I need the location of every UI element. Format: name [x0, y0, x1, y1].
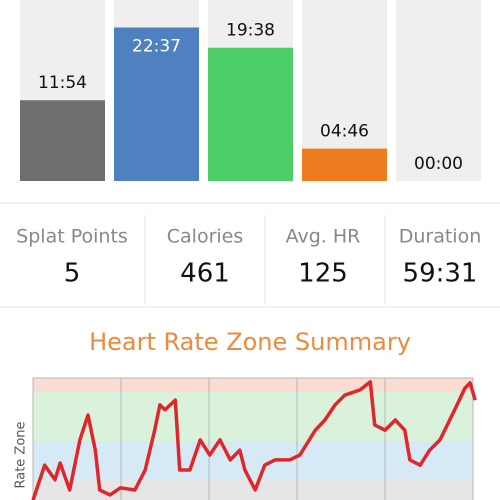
- bar: [208, 47, 293, 181]
- y-axis-label: Rate Zone: [14, 421, 29, 488]
- bar: [114, 27, 199, 181]
- zone-band: [33, 479, 473, 500]
- zone-band: [33, 392, 473, 441]
- stat-label: Avg. HR: [286, 226, 361, 248]
- stat-value: 461: [180, 259, 230, 289]
- value-label: 11:54: [38, 73, 87, 93]
- plot: [31, 377, 477, 500]
- value-label: 00:00: [414, 154, 463, 174]
- stat-value: 125: [298, 259, 348, 289]
- column-background: [396, 0, 481, 181]
- zone-band: [33, 378, 473, 392]
- stat-value: 5: [64, 259, 81, 289]
- hr-line: [31, 380, 477, 500]
- stat-label: Splat Points: [16, 226, 128, 248]
- stat-label: Calories: [167, 226, 244, 248]
- value-label: 22:37: [132, 36, 181, 56]
- stat-label: Duration: [399, 226, 482, 248]
- value-label: 04:46: [320, 122, 369, 142]
- bar: [302, 148, 387, 181]
- value-label: 19:38: [226, 21, 275, 41]
- bar: [20, 100, 105, 181]
- stat-value: 59:31: [403, 259, 478, 289]
- chart-title: Heart Rate Zone Summary: [89, 328, 411, 356]
- zone-band: [33, 441, 473, 480]
